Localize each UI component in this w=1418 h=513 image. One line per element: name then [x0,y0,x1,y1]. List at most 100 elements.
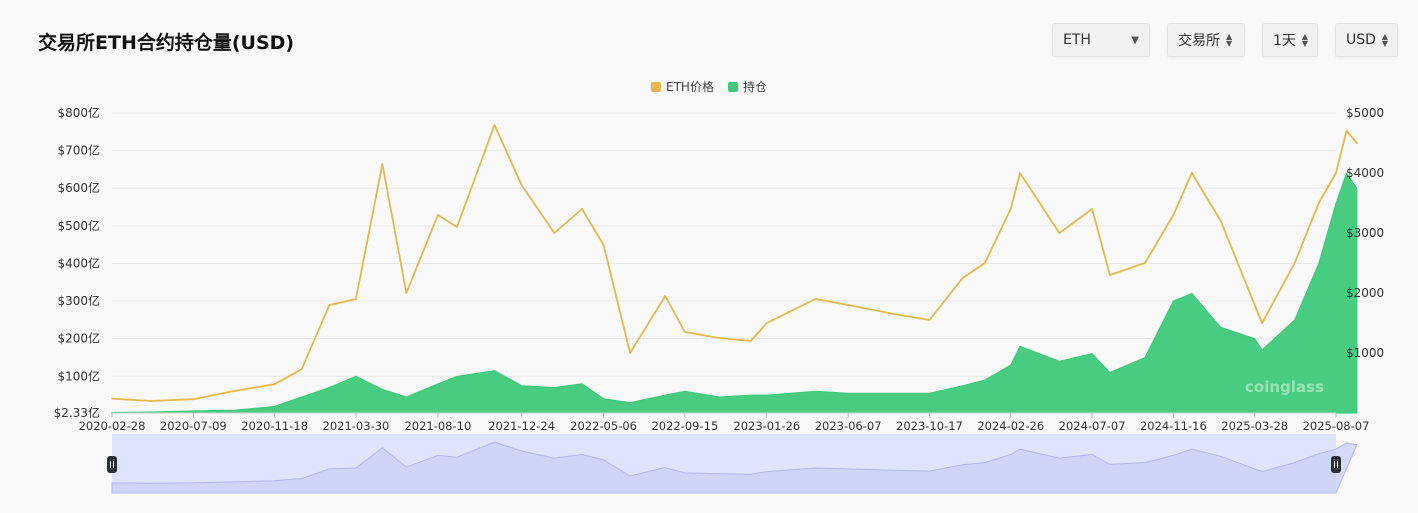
left-axis-tick-label: $800亿 [57,105,100,120]
x-axis-tick-label: 2024-11-16 [1140,419,1207,433]
exchange-select[interactable]: 交易所 ▲ ▼ [1167,23,1245,57]
eth-price-point [961,277,964,279]
right-axis-tick-label: $3000 [1346,226,1384,240]
left-axis-tick-label: $200亿 [57,331,100,346]
coin-select[interactable]: ETH ▼ [1052,23,1150,57]
eth-price-point [1019,172,1021,174]
x-axis-tick-label: 2023-01-26 [733,419,800,433]
legend-label-oi: 持仓 [742,80,767,94]
eth-price-point [749,340,752,342]
x-axis-tick-label: 2020-07-09 [160,419,227,433]
eth-price-point [456,226,458,228]
eth-price-point [684,331,686,333]
series-eth-price-line [111,124,1358,402]
caret-down-icon: ▼ [1131,34,1139,46]
eth-price-point [928,319,931,321]
right-axis-tick-label: $2000 [1346,286,1384,300]
eth-price-point [328,304,331,306]
chart-legend: ETH价格 持仓 [0,78,1418,95]
eth-price-point [1293,262,1296,264]
eth-price-point [984,262,986,264]
x-axis-tick-label: 2023-06-07 [815,419,882,433]
price-series-layer [111,124,1358,402]
eth-price-point [1172,214,1175,216]
eth-price-point [300,368,303,371]
eth-price-point [581,208,583,210]
eth-price-point [520,184,523,186]
x-axis-tick-label: 2024-07-07 [1059,419,1126,433]
eth-price-point [381,163,384,165]
x-axis-tick-label: 2021-03-30 [323,419,390,433]
updown-icon: ▲ ▼ [1301,32,1309,48]
eth-price-point [553,232,556,234]
handle-grip [107,456,117,473]
eth-price-point [1058,232,1061,234]
eth-price-point [1345,130,1348,132]
eth-price-point [1356,142,1358,144]
x-axis-tick-label: 2020-02-28 [79,419,146,433]
legend-item-price[interactable]: ETH价格 [651,78,714,95]
eth-price-point [437,214,439,216]
left-axis-tick-label: $300亿 [57,293,100,308]
x-axis-tick-label: 2020-11-18 [241,419,308,433]
eth-price-point [234,389,237,392]
updown-icon: ▲ ▼ [1381,32,1389,48]
legend-swatch-price [651,81,662,92]
right-axis-tick-label: $4000 [1346,166,1384,180]
x-axis-tick-label: 2022-09-15 [651,419,718,433]
left-axis-tick-label: $500亿 [57,218,100,233]
eth-price-point [1317,202,1320,204]
exchange-select-value: 交易所 [1178,33,1220,49]
chart-title: 交易所ETH合约持仓量(USD) [38,32,295,54]
coin-select-value: ETH [1063,32,1091,48]
eth-price-point [847,304,849,306]
eth-price-point [765,322,768,324]
eth-price-point [1335,172,1337,174]
legend-label-price: ETH价格 [666,80,714,94]
eth-price-point [814,298,817,300]
series-oi-area [111,172,1358,414]
eth-price-point [192,398,195,401]
x-axis-tick-label: 2024-02-26 [977,419,1044,433]
eth-price-point [1109,274,1111,276]
navigator-handle-left[interactable] [107,456,117,473]
currency-select[interactable]: USD ▲ ▼ [1335,23,1398,57]
left-axis-tick-label: $2.33亿 [54,405,100,420]
eth-price-point [1191,172,1193,174]
axis-layer: $800亿 $700亿 $600亿 $500亿 $400亿 $300亿 $200亿 $100亿… [54,105,1385,433]
eth-price-point [718,337,721,339]
left-axis-tick-label: $100亿 [57,368,100,383]
interval-select-value: 1天 [1273,33,1296,49]
right-axis-tick-label: $1000 [1346,346,1384,360]
x-axis-tick-label: 2025-03-28 [1221,419,1288,433]
left-axis-tick-label: $600亿 [57,180,100,195]
range-navigator [107,434,1358,494]
x-axis-tick-label: 2021-08-10 [404,419,471,433]
navigator-handle-right[interactable] [1331,456,1341,473]
eth-price-point [1219,220,1222,222]
eth-price-point [355,298,357,300]
legend-item-oi[interactable]: 持仓 [727,78,767,95]
updown-icon: ▲ ▼ [1226,32,1233,48]
left-axis-tick-label: $700亿 [57,143,100,158]
eth-price-point [111,397,113,400]
x-axis-tick-label: 2021-12-24 [488,419,555,433]
right-axis-tick-label: $5000 [1346,106,1384,120]
grid-layer [112,112,1336,414]
eth-price-point [1261,322,1263,324]
x-axis-tick-label: 2023-10-17 [896,419,963,433]
watermark-text: coinglass [1245,378,1324,396]
oi-series-layer [111,172,1358,414]
navigator-selected-range [112,434,1336,493]
x-axis-tick-label: 2025-08-07 [1303,419,1370,433]
left-axis-tick-label: $400亿 [57,255,100,270]
eth-price-point [602,244,605,246]
eth-price-point [1009,208,1012,210]
eth-price-point [1253,304,1256,306]
eth-price-point [664,295,667,297]
legend-swatch-oi [727,81,738,92]
eth-price-point [149,400,152,402]
eth-price-point [1144,262,1146,264]
interval-select[interactable]: 1天 ▲ ▼ [1262,23,1318,57]
